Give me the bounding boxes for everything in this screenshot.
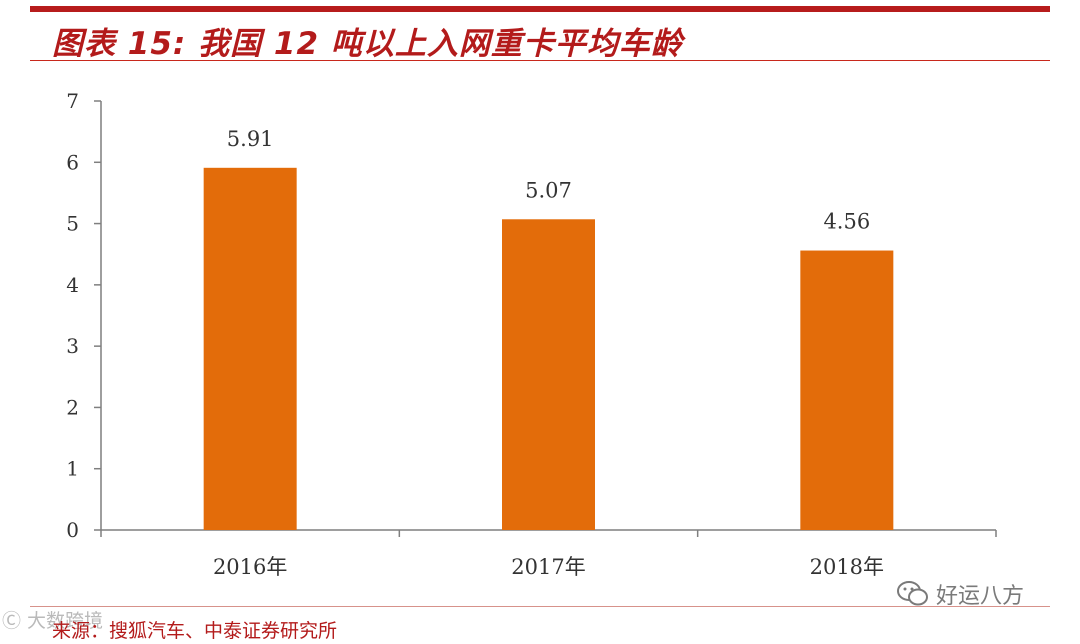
title-rule (30, 60, 1050, 61)
bottom-rule (30, 606, 1050, 607)
bar (800, 250, 894, 530)
bar (203, 167, 297, 530)
x-axis: 2016年 2017年 2018年 (100, 529, 997, 579)
y-tick-label: 7 (66, 89, 79, 113)
y-tick-label: 2 (66, 395, 79, 419)
wechat-icon (897, 581, 928, 606)
bars (203, 167, 894, 530)
source-note: 来源：搜狐汽车、中泰证券研究所 (52, 620, 338, 642)
bar-value-label: 4.56 (823, 210, 870, 234)
y-tick-label: 1 (66, 457, 79, 481)
value-labels: 5.91 5.07 4.56 (227, 127, 870, 234)
x-category-label: 2017年 (511, 555, 585, 579)
x-category-label: 2016年 (213, 555, 287, 579)
bar (502, 219, 595, 530)
y-tick-label: 6 (66, 150, 79, 174)
y-tick-label: 5 (66, 212, 79, 236)
watermark-right: 好运八方 (896, 578, 1024, 610)
watermark-left: Ⓒ 大数跨境 (2, 610, 104, 632)
chart-title: 图表 15: 我国 12 吨以上入网重卡平均车龄 (52, 26, 683, 62)
watermark-right-text: 好运八方 (936, 584, 1025, 609)
bar-value-label: 5.91 (227, 127, 274, 151)
y-axis: 0 1 2 3 4 5 6 7 (66, 89, 102, 542)
bar-value-label: 5.07 (525, 178, 572, 202)
y-tick-label: 3 (66, 334, 79, 358)
top-rule (30, 6, 1050, 12)
y-tick-label: 4 (66, 273, 79, 297)
y-tick-label: 0 (66, 518, 79, 542)
x-category-label: 2018年 (810, 555, 884, 579)
